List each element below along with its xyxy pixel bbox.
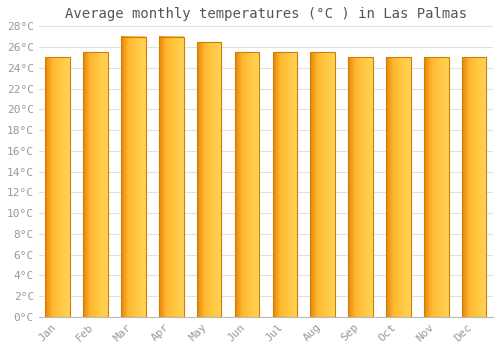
Bar xyxy=(348,57,373,317)
Bar xyxy=(159,37,184,317)
Bar xyxy=(234,52,260,317)
Bar xyxy=(121,37,146,317)
Bar xyxy=(84,52,108,317)
Bar xyxy=(310,52,335,317)
Bar xyxy=(462,57,486,317)
Bar xyxy=(46,57,70,317)
Bar xyxy=(424,57,448,317)
Bar xyxy=(386,57,410,317)
Title: Average monthly temperatures (°C ) in Las Palmas: Average monthly temperatures (°C ) in La… xyxy=(65,7,467,21)
Bar xyxy=(272,52,297,317)
Bar xyxy=(197,42,222,317)
